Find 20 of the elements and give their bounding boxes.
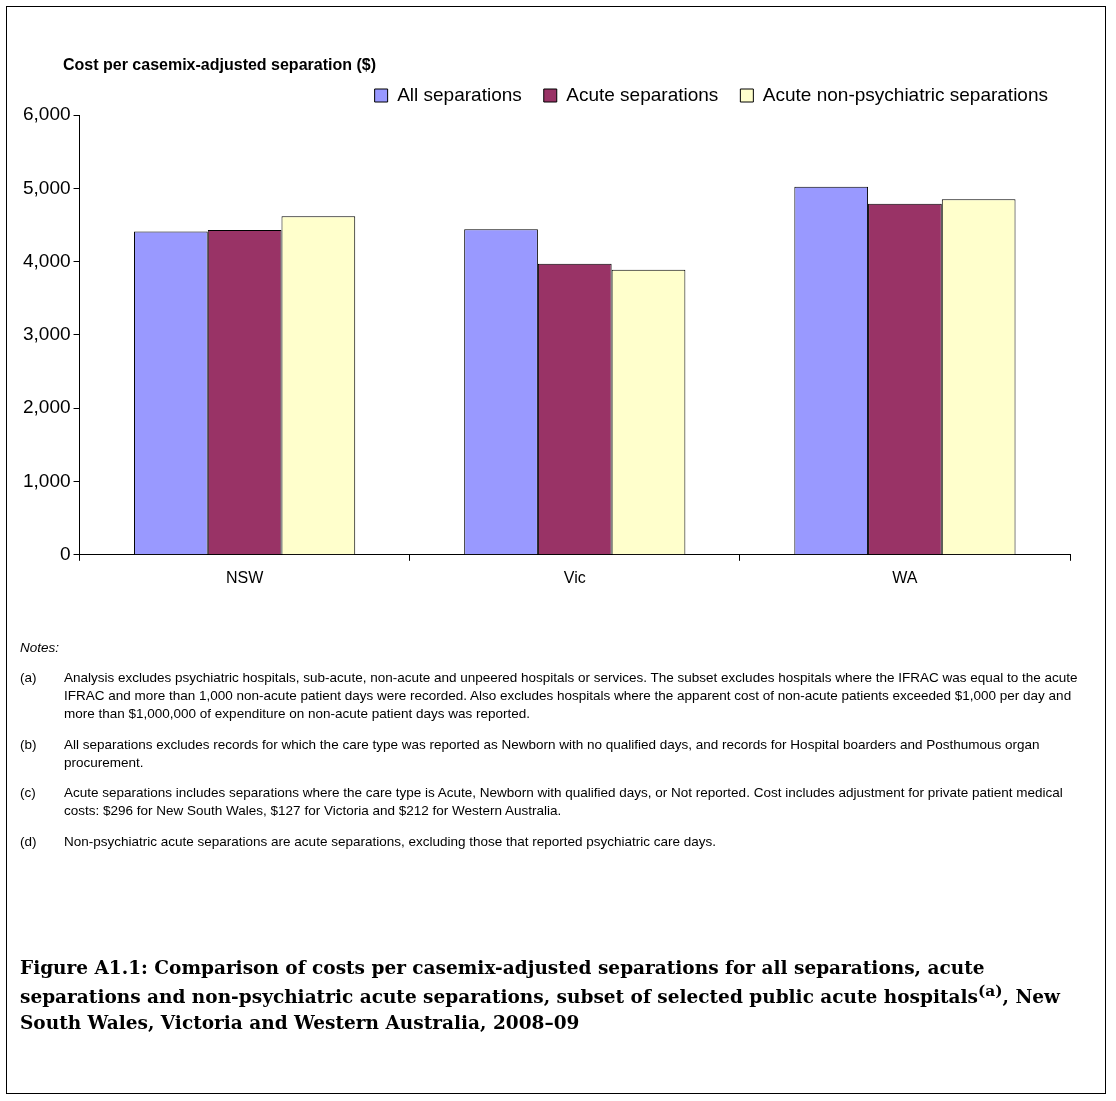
text: Notes: bbox=[20, 640, 61, 655]
y-tick-label: 4,000 bbox=[23, 249, 71, 271]
y-tick-label: 2,000 bbox=[23, 396, 71, 418]
x-tick-label: Vic bbox=[563, 568, 586, 586]
text: (d) Non-psychiatric acute separations are acute separations, excluding those that reported psychiatric care days. bbox=[20, 833, 717, 849]
x-tick-label: NSW bbox=[225, 568, 265, 586]
x-tick-label: WA bbox=[892, 568, 918, 586]
legend-label: All separations bbox=[397, 83, 522, 105]
text: (c) Acute separations includes separations where the care type is Acute, Newborn with qualified days, or Not reported. Cost includes adjustment for private patient medical costs: $296 for New South Wales, $127 for Victoria and $212 for Western Australia. bbox=[20, 785, 1063, 819]
chart-title: Figure A1.1: Comparison of costs per casemix-adjusted separations for all separations, acute separations and non-psychiatric acute separations, subset of selected public acute hospitals$^{(a)}$, New South Wales, Victoria and Western Australia, 2008–09 bbox=[20, 957, 1061, 1033]
text: (a) Analysis excludes psychiatric hospitals, sub-acute, non-acute and unpeered hospitals or services. The subset excludes hospitals where the IFRAC was equal to the acute IFRAC and more than 1,000 non-acute patient days were recorded. Also excludes hospitals where the apparent cost of non-acute patients exceeded $1,000 per day and more than $1,000,000 of expenditure on non-acute patient days was reported. bbox=[20, 670, 1078, 722]
y-tick-label: 3,000 bbox=[23, 323, 71, 345]
y-tick-label: 6,000 bbox=[23, 103, 71, 125]
y-tick-label: 1,000 bbox=[23, 469, 71, 491]
legend-label: Acute separations bbox=[566, 83, 719, 105]
y-tick-label: 5,000 bbox=[23, 176, 71, 198]
legend-label: Acute non-psychiatric separations bbox=[762, 83, 1049, 105]
text: (b) All separations excludes records for which the care type was reported as Newborn with no qualified days, and records for Hospital boarders and Posthumous organ procurement. bbox=[20, 736, 1040, 770]
y-tick-label: 0 bbox=[59, 543, 71, 565]
y-axis-title: Cost per casemix-adjusted separation ($) bbox=[63, 56, 376, 74]
